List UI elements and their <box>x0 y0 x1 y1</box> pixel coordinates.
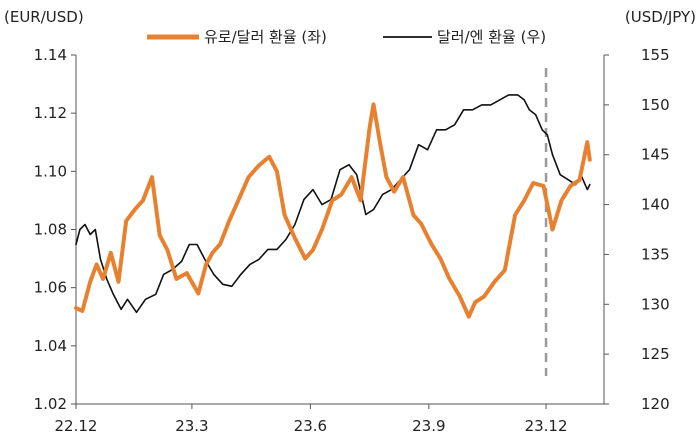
left-tick-label: 1.02 <box>34 395 67 413</box>
left-axis-unit-label: (EUR/USD) <box>4 8 84 26</box>
x-tick-label: 22.12 <box>55 417 98 435</box>
x-tick-label: 23.9 <box>412 417 445 435</box>
right-tick-label: 125 <box>641 345 670 363</box>
axis-labels: 1.02 1.04 1.06 1.08 1.10 1.12 1.14 120 125 130 135… <box>4 8 696 435</box>
legend-label-usdjpy: 달러/엔 환율 (우) <box>437 28 546 46</box>
right-tick-label: 140 <box>641 196 670 214</box>
right-tick-label: 130 <box>641 295 670 313</box>
x-tick-label: 23.12 <box>525 417 568 435</box>
legend: 유로/달러 환율 (좌) 달러/엔 환율 (우) <box>147 28 546 46</box>
legend-label-eurusd: 유로/달러 환율 (좌) <box>204 28 327 46</box>
left-tick-label: 1.06 <box>34 279 67 297</box>
left-tick-label: 1.14 <box>34 46 67 64</box>
right-tick-label: 150 <box>641 96 670 114</box>
left-tick-label: 1.12 <box>34 104 67 122</box>
axes-layer <box>71 54 609 409</box>
right-axis-unit-label: (USD/JPY) <box>625 8 696 26</box>
left-tick-label: 1.10 <box>34 162 67 180</box>
x-tick-label: 23.3 <box>175 417 208 435</box>
right-tick-label: 155 <box>641 46 670 64</box>
series-layer <box>74 94 592 319</box>
left-tick-label: 1.04 <box>34 337 67 355</box>
right-tick-label: 145 <box>641 146 670 164</box>
x-tick-label: 23.6 <box>294 417 327 435</box>
series-line-usdjpy <box>75 94 591 314</box>
series-line-eurusd <box>74 102 592 319</box>
right-tick-label: 135 <box>641 245 670 263</box>
right-tick-label: 120 <box>641 395 670 413</box>
left-tick-label: 1.08 <box>34 221 67 239</box>
